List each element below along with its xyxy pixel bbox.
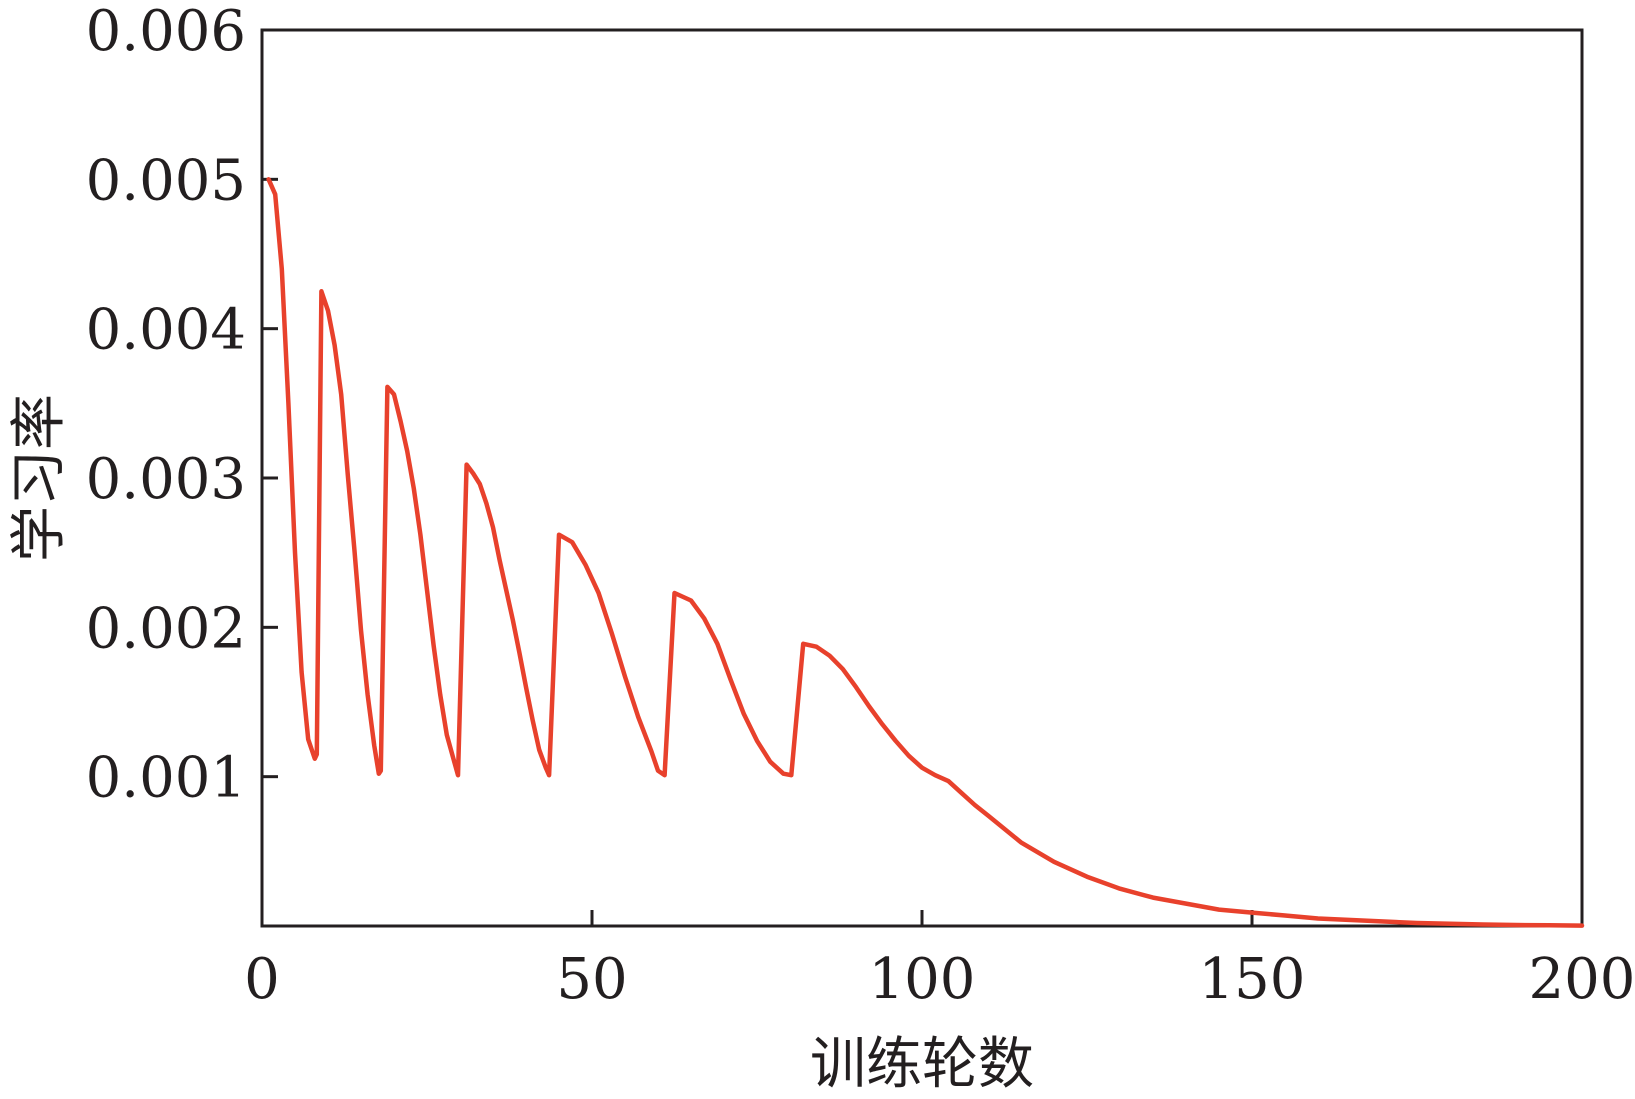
y-axis: 0.001 0.002 0.003 0.004 0.005 0.006 <box>86 0 278 811</box>
y-tick-label: 0.006 <box>86 0 246 64</box>
y-tick-label: 0.005 <box>86 148 246 213</box>
x-tick-label: 200 <box>1529 947 1635 1012</box>
y-tick-label: 0.001 <box>86 746 246 811</box>
x-tick-label: 50 <box>556 947 627 1012</box>
learning-rate-line <box>266 177 1585 928</box>
plot-frame <box>260 28 1584 928</box>
x-axis: 0 50 100 150 200 <box>244 910 1635 1012</box>
x-axis-title: 训练轮数 <box>810 1032 1034 1097</box>
x-tick-label: 150 <box>1199 947 1306 1012</box>
y-tick-label: 0.002 <box>86 596 246 661</box>
y-axis-title: 学习率 <box>7 394 72 562</box>
x-tick-label: 0 <box>244 947 280 1012</box>
series-layer <box>266 177 1585 928</box>
x-tick-label: 100 <box>869 947 976 1012</box>
y-tick-label: 0.003 <box>86 447 246 512</box>
y-tick-label: 0.004 <box>86 298 246 363</box>
